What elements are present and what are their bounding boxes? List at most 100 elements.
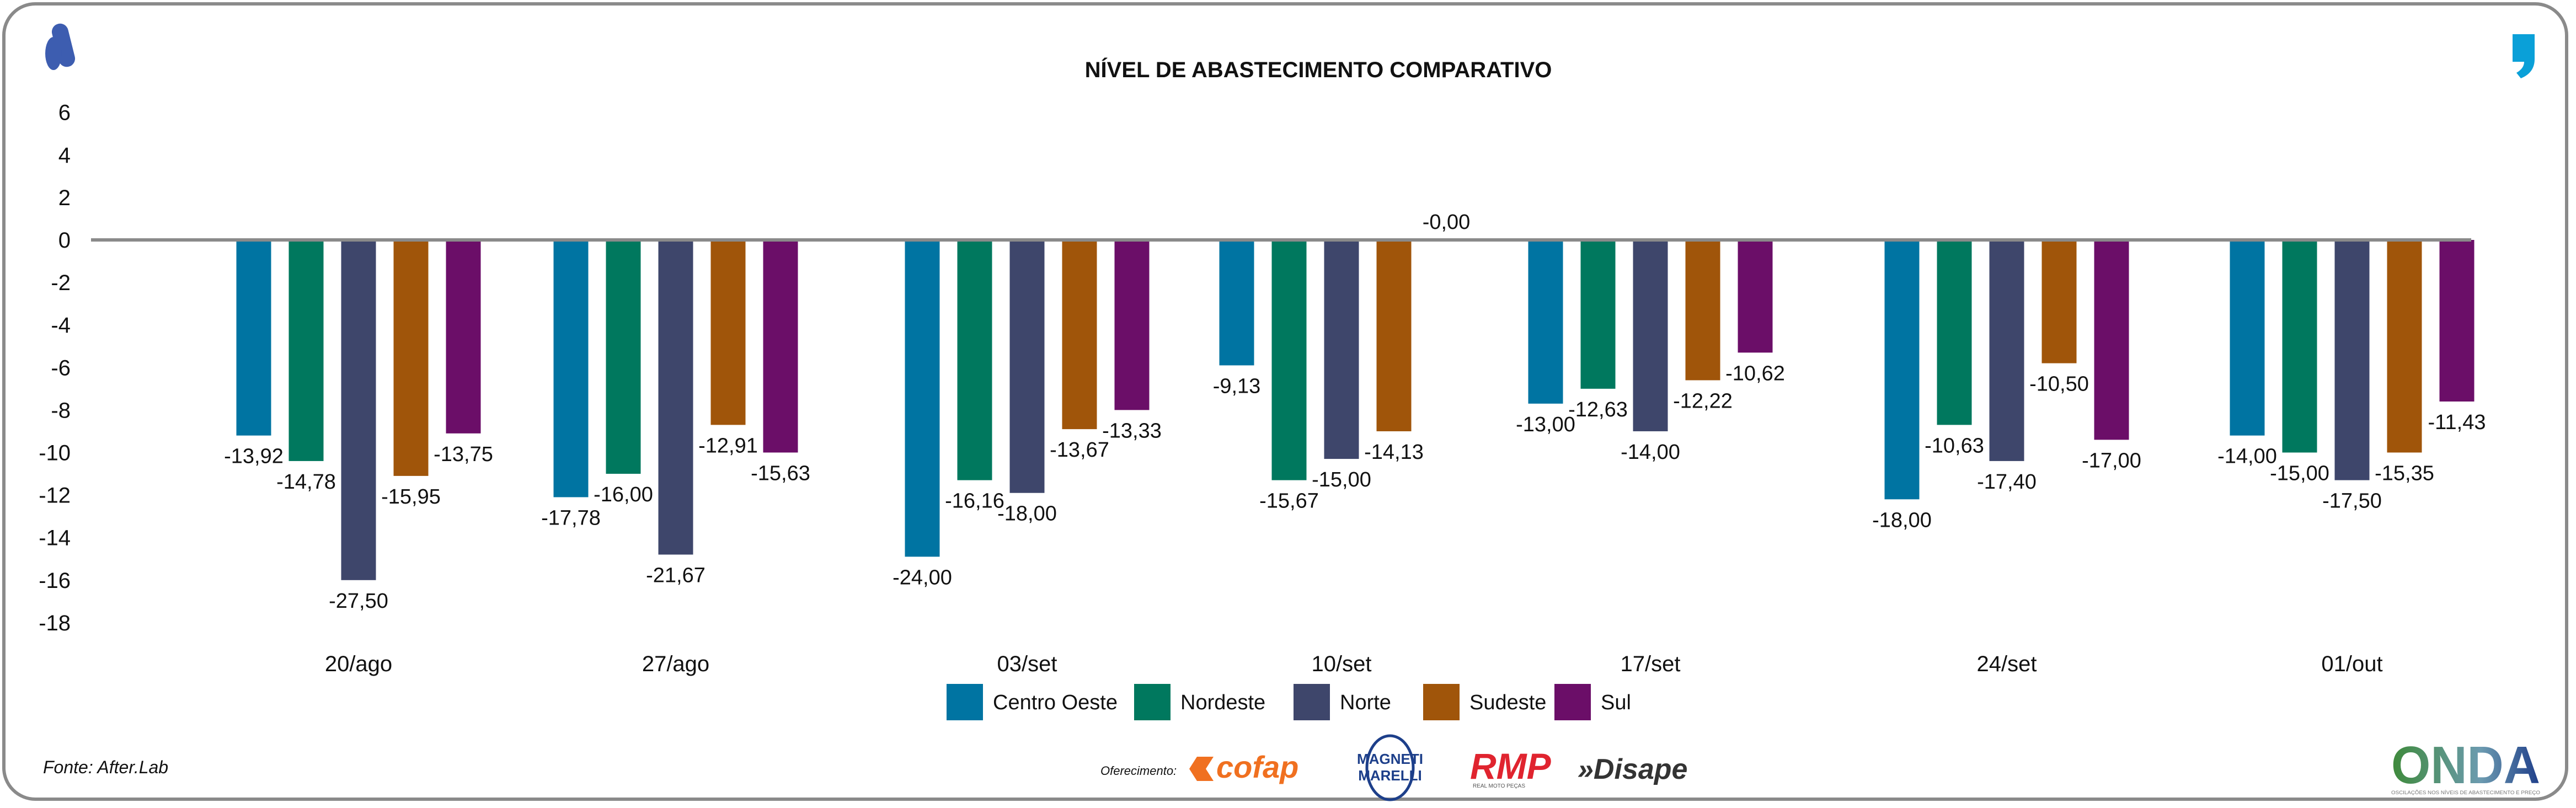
- bar: [1528, 240, 1563, 404]
- legend-item: Centro Oeste: [947, 684, 1118, 720]
- onda-logo: ONDA OSCILAÇÕES NOS NÍVEIS DE ABASTECIME…: [2391, 736, 2540, 795]
- bar: [2439, 240, 2475, 402]
- data-label: -15,95: [381, 485, 441, 509]
- legend-label: Sudeste: [1469, 691, 1546, 714]
- data-label: -15,67: [1259, 490, 1319, 513]
- data-label: -9,13: [1213, 374, 1261, 398]
- bar: [553, 240, 589, 497]
- data-labels: -13,92-14,78-27,50-15,95-13,75-17,78-16,…: [224, 211, 2486, 613]
- data-label: -13,00: [1516, 413, 1575, 436]
- data-label: -13,67: [1050, 438, 1109, 462]
- data-label: -15,63: [751, 462, 810, 485]
- source-note: Fonte: After.Lab: [43, 757, 168, 777]
- legend-item: Sudeste: [1423, 684, 1546, 720]
- legend-label: Norte: [1340, 691, 1391, 714]
- bar: [957, 240, 992, 480]
- bar: [1633, 240, 1668, 431]
- y-tick-label: -6: [51, 356, 71, 380]
- data-label: -10,62: [1725, 362, 1785, 385]
- legend-item: Nordeste: [1134, 684, 1265, 720]
- legend-label: Nordeste: [1180, 691, 1265, 714]
- bar: [2041, 240, 2077, 363]
- x-tick-label: 24/set: [1977, 652, 2037, 676]
- bar: [2282, 240, 2317, 453]
- bar: [1219, 240, 1254, 366]
- data-label: -16,16: [945, 490, 1004, 513]
- bar: [2334, 240, 2370, 480]
- data-label: -10,50: [2029, 373, 2089, 396]
- data-label: -18,00: [1872, 509, 1932, 532]
- bar: [1376, 240, 1412, 431]
- data-label: -11,43: [2428, 411, 2486, 434]
- x-tick-label: 20/ago: [325, 652, 392, 676]
- svg-text:MARELLI: MARELLI: [1358, 767, 1422, 784]
- data-label: -17,78: [541, 506, 601, 529]
- data-label: -17,40: [1977, 470, 2037, 494]
- data-label: -18,00: [997, 502, 1057, 526]
- bar: [236, 240, 271, 436]
- legend-item: Norte: [1294, 684, 1391, 720]
- data-label: -27,50: [329, 590, 388, 613]
- bar: [1937, 240, 1972, 425]
- data-label: -14,00: [2217, 445, 2277, 468]
- y-tick-label: 6: [58, 101, 71, 125]
- data-label: -15,00: [2270, 462, 2329, 485]
- svg-text:ONDA: ONDA: [2391, 736, 2540, 795]
- y-tick-label: 0: [58, 228, 71, 253]
- y-tick-label: 2: [58, 186, 71, 210]
- bar: [393, 240, 429, 476]
- data-label: -17,50: [2322, 490, 2382, 513]
- y-tick-label: -12: [39, 484, 71, 508]
- data-label: -16,00: [594, 483, 653, 506]
- x-tick-label: 17/set: [1621, 652, 1681, 676]
- svg-text:»Disape: »Disape: [1578, 753, 1687, 785]
- afterlab-logo-icon: [45, 23, 76, 70]
- y-tick-label: -14: [39, 526, 71, 550]
- y-tick-label: 4: [58, 143, 71, 168]
- bar: [658, 240, 693, 555]
- data-label: -13,75: [434, 443, 493, 466]
- bar: [1271, 240, 1307, 480]
- bar: [1580, 240, 1616, 389]
- legend-swatch: [1423, 684, 1460, 720]
- data-label: -17,00: [2082, 449, 2141, 472]
- bar: [905, 240, 940, 557]
- bar: [446, 240, 481, 434]
- bar: [1685, 240, 1720, 381]
- legend: Centro Oeste Nordeste Norte Sudeste Sul: [947, 684, 1631, 720]
- y-tick-label: -10: [39, 441, 71, 465]
- quote-logo-icon: [2513, 34, 2535, 78]
- magneti-marelli-logo: MAGNETI MARELLI: [1357, 734, 1423, 801]
- data-label: -12,63: [1568, 398, 1628, 421]
- data-label: -24,00: [892, 566, 952, 589]
- bar: [1989, 240, 2024, 461]
- svg-text:RMP: RMP: [1470, 746, 1552, 786]
- legend-swatch: [947, 684, 983, 720]
- data-label: -13,92: [224, 445, 284, 468]
- bar: [341, 240, 376, 580]
- data-label: -13,33: [1102, 419, 1162, 442]
- data-label: -10,63: [1925, 434, 1984, 457]
- y-axis: 6 4 2 0 -2 -4 -6 -8 -10 -12 -14 -16 -18: [39, 101, 71, 635]
- x-tick-label: 27/ago: [642, 652, 709, 676]
- data-label: -12,91: [698, 434, 758, 457]
- disape-logo: »Disape: [1578, 753, 1687, 785]
- legend-label: Centro Oeste: [993, 691, 1118, 714]
- legend-swatch: [1134, 684, 1171, 720]
- data-label: -0,00: [1423, 211, 1471, 234]
- cofap-logo: cofap: [1189, 750, 1298, 784]
- svg-text:REAL MOTO PEÇAS: REAL MOTO PEÇAS: [1473, 783, 1525, 789]
- data-label: -21,67: [646, 564, 706, 587]
- y-tick-label: -4: [51, 313, 71, 338]
- svg-text:OSCILAÇÕES NOS NÍVEIS DE ABAST: OSCILAÇÕES NOS NÍVEIS DE ABASTECIMENTO E…: [2391, 790, 2540, 795]
- data-label: -15,00: [1312, 468, 1371, 491]
- data-label: -14,78: [276, 470, 336, 494]
- bar: [1114, 240, 1150, 410]
- bar: [1738, 240, 1773, 353]
- x-axis-labels: 20/ago 27/ago 03/set 10/set 17/set 24/set 01/o…: [325, 652, 2383, 676]
- legend-swatch: [1554, 684, 1591, 720]
- legend-label: Sul: [1601, 691, 1631, 714]
- legend-item: Sul: [1554, 684, 1631, 720]
- y-tick-label: -16: [39, 569, 71, 593]
- sponsor-label: Oferecimento:: [1100, 764, 1177, 778]
